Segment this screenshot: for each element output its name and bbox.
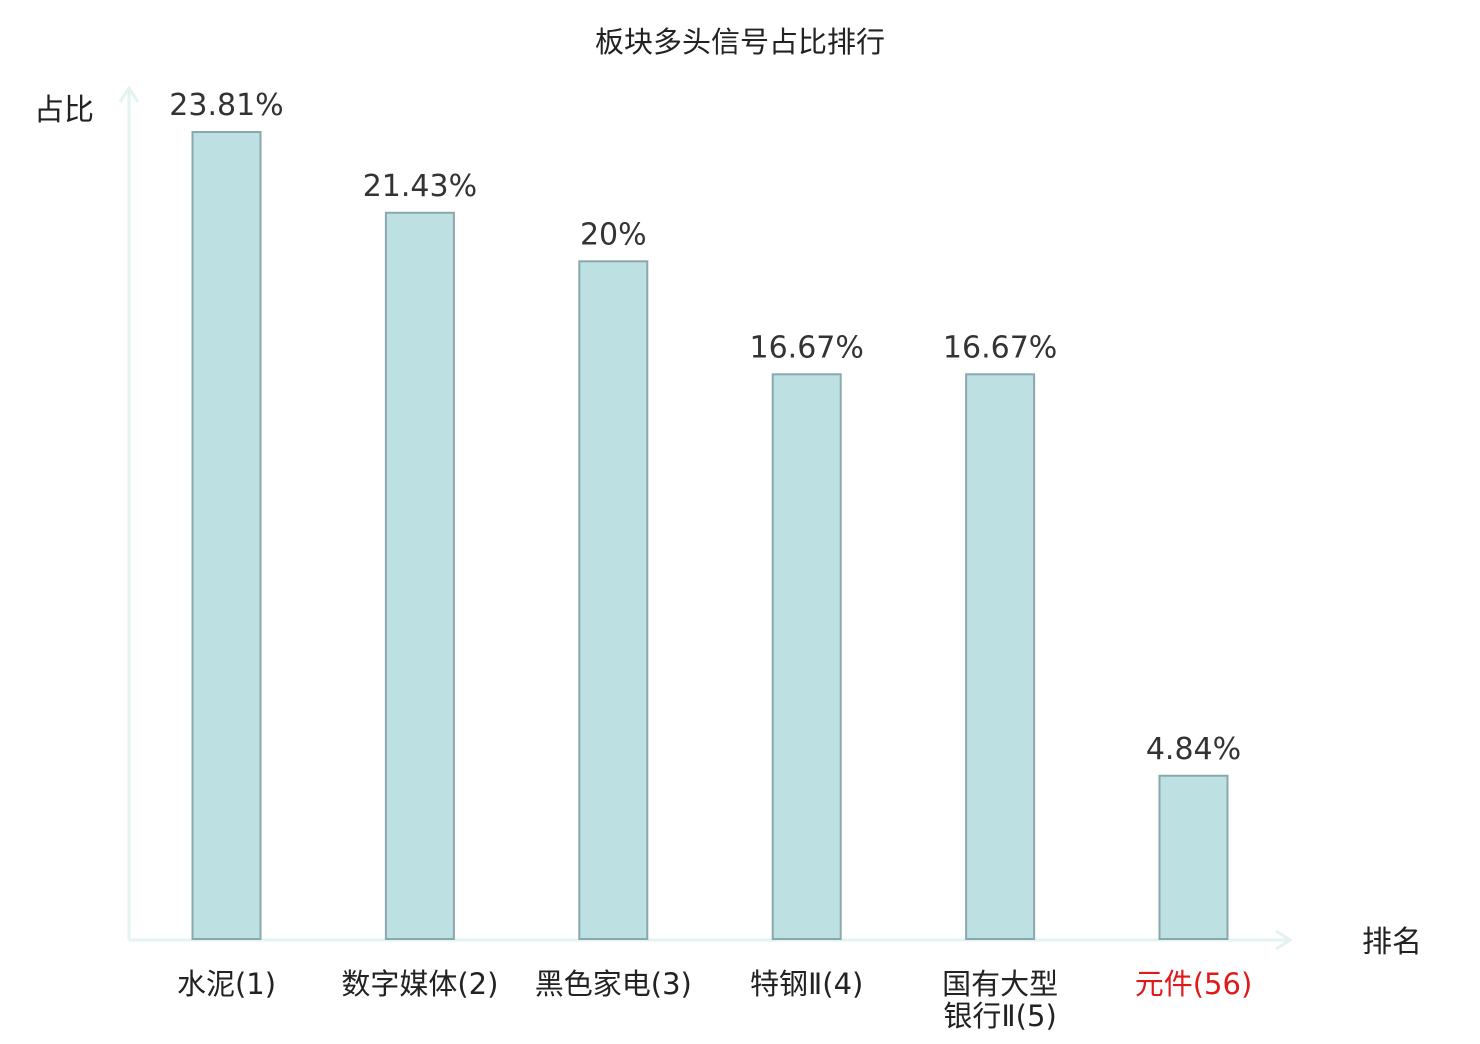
- category-label: 水泥(1): [177, 967, 276, 1001]
- bar: [384, 211, 455, 941]
- bar-value-label: 20%: [580, 217, 647, 252]
- value-labels-group: 23.81% 21.43% 20% 16.67% 16.67% 4.84%: [169, 88, 1241, 767]
- category-label: 特钢Ⅱ(4): [750, 967, 863, 1001]
- bar-value-label: 21.43%: [363, 169, 477, 204]
- y-axis-arrow: [118, 85, 140, 103]
- category-label: 黑色家电(3): [535, 967, 692, 1001]
- bar: [191, 131, 262, 940]
- category-label: 银行Ⅱ(5): [943, 999, 1056, 1033]
- bar: [771, 373, 842, 940]
- category-label: 数字媒体(2): [341, 967, 498, 1001]
- bar: [965, 373, 1036, 940]
- x-axis-label: 排名: [1362, 925, 1422, 960]
- bar-value-label: 16.67%: [750, 330, 864, 365]
- bars-group: [191, 131, 1229, 941]
- bar-value-label: 16.67%: [943, 330, 1057, 365]
- category-label: 国有大型: [942, 967, 1058, 1001]
- category-label: 元件(56): [1135, 967, 1253, 1001]
- bar: [578, 260, 649, 940]
- bar-value-label: 4.84%: [1146, 732, 1241, 767]
- y-axis-label: 占比: [34, 93, 94, 128]
- bar-value-label: 23.81%: [169, 88, 283, 123]
- x-axis-arrow: [1275, 929, 1293, 951]
- chart-title: 板块多头信号占比排行: [595, 25, 885, 59]
- bar: [1158, 774, 1229, 940]
- axes: [118, 85, 1293, 951]
